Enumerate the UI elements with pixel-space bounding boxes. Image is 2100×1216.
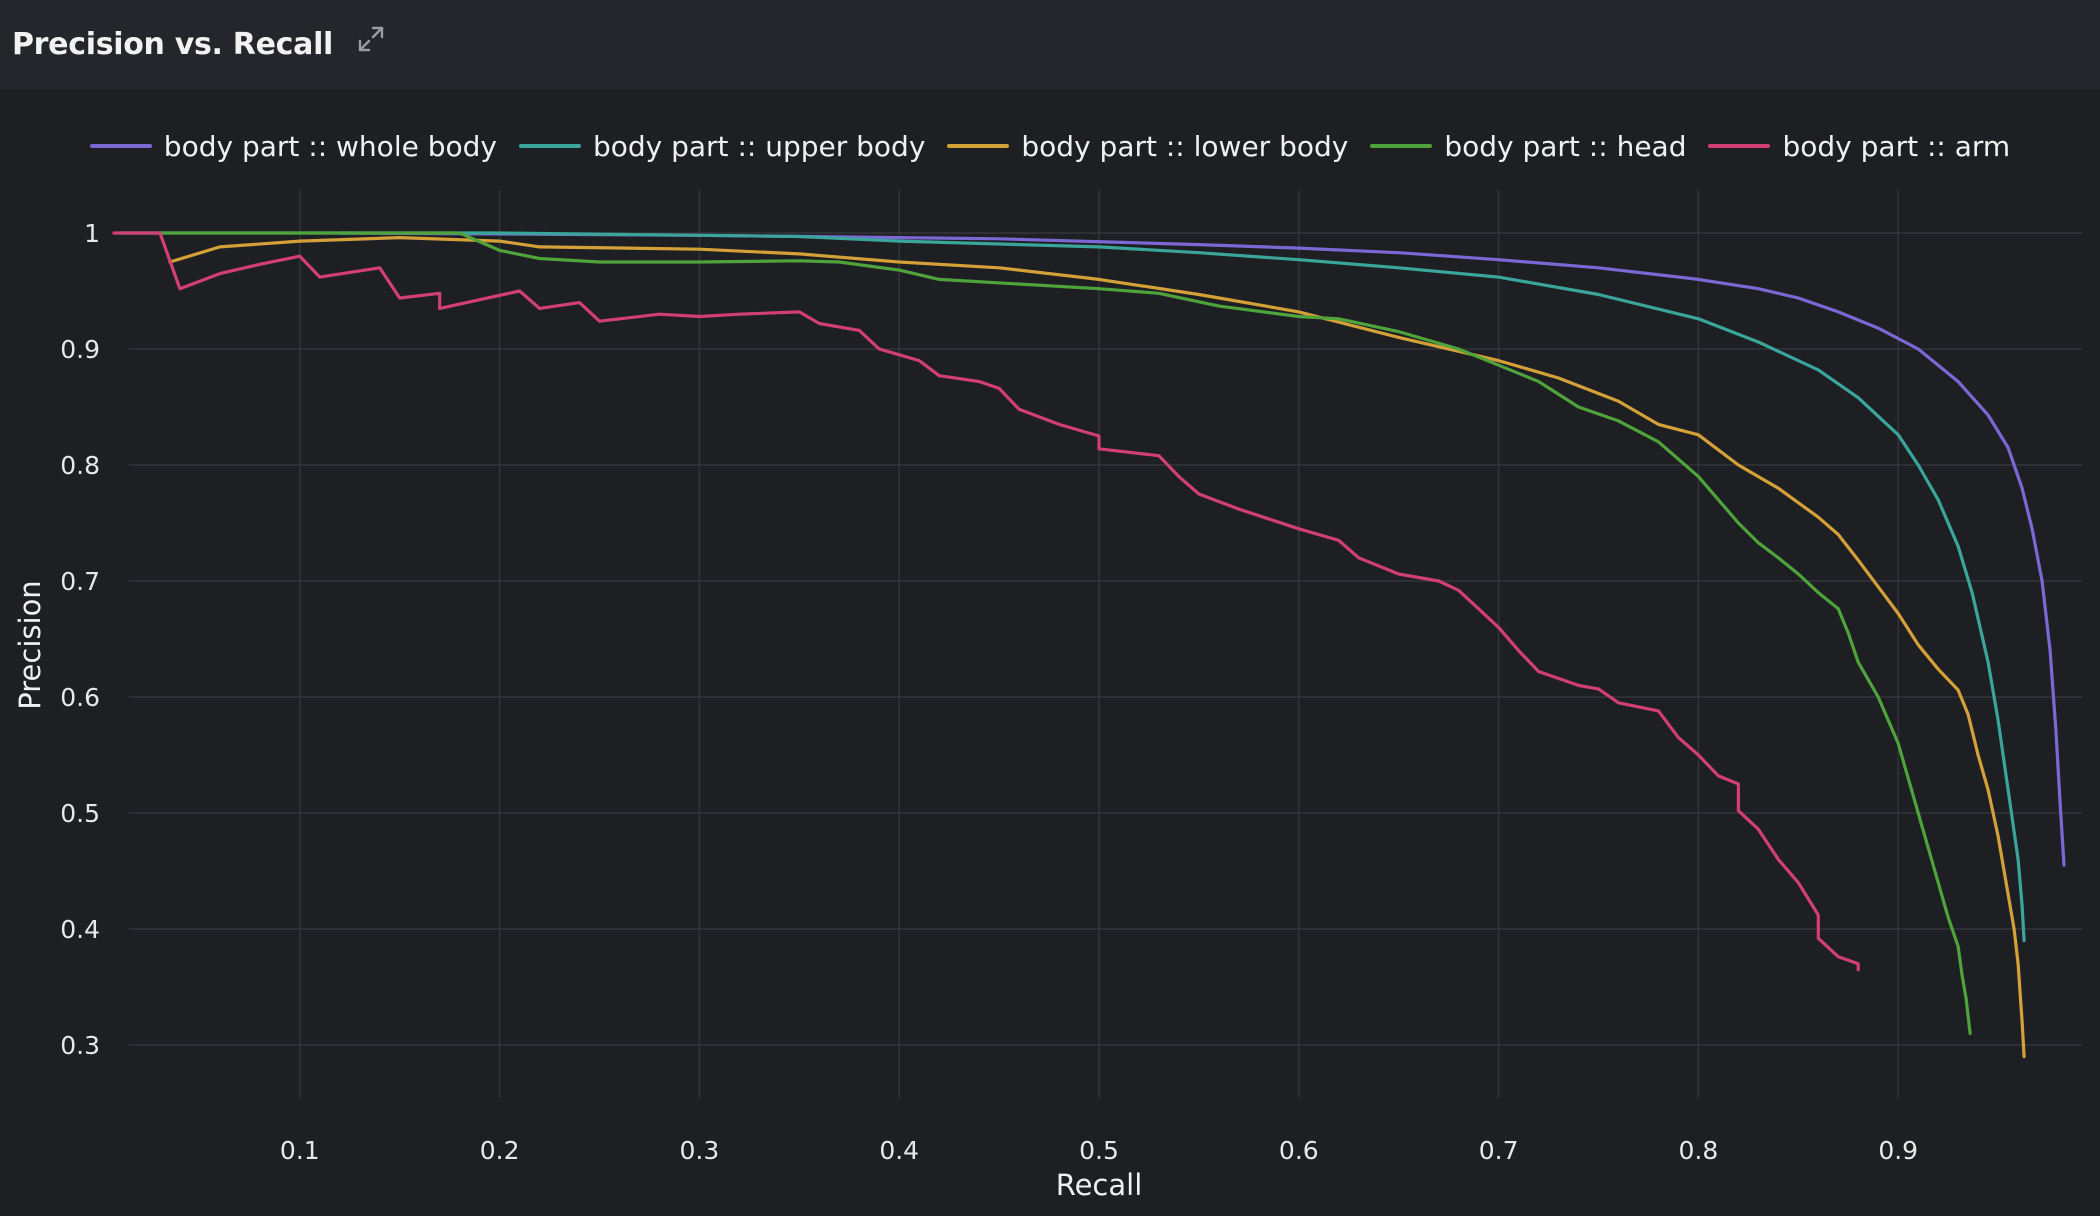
legend-item[interactable]: body part :: head [1370,130,1686,163]
x-tick-label: 0.9 [1878,1136,1918,1165]
legend-swatch [1370,144,1433,148]
y-tick-label: 0.7 [60,567,100,596]
legend-label: body part :: head [1444,129,1687,163]
x-axis-ticks: 0.1 0.2 0.3 0.4 0.5 0.6 0.7 0.8 0.9 [280,1136,1918,1165]
y-tick-label: 0.9 [60,335,100,364]
legend-label: body part :: upper body [592,129,926,163]
x-tick-label: 0.7 [1479,1136,1519,1165]
legend-swatch [1708,144,1771,148]
legend-item[interactable]: body part :: whole body [89,129,497,163]
y-tick-label: 0.3 [60,1031,100,1060]
series-line-1 [118,231,2026,943]
panel-header: Precision vs. Recall [0,0,2100,89]
x-tick-label: 0.5 [1079,1136,1119,1165]
y-tick-label: 1 [84,219,100,248]
series-line-2 [168,236,2026,1059]
legend-swatch [518,144,581,148]
legend-item[interactable]: body part :: arm [1708,130,2010,163]
y-axis-ticks: 0.3 0.4 0.5 0.6 0.7 0.8 0.9 1 [60,219,100,1060]
legend-swatch [947,144,1010,148]
series-lines [112,231,2066,1059]
legend-label: body part :: whole body [163,129,497,163]
legend-label: body part :: lower body [1021,129,1349,163]
chart-legend: body part :: whole body body part :: uppe… [0,126,2100,166]
legend-item[interactable]: body part :: lower body [947,130,1348,163]
expand-icon [358,26,384,52]
y-axis-label: Precision [13,580,47,709]
x-tick-label: 0.8 [1679,1136,1719,1165]
x-tick-label: 0.4 [879,1136,919,1165]
x-tick-label: 0.2 [480,1136,520,1165]
x-tick-label: 0.3 [680,1136,720,1165]
grid-lines [129,190,2082,1098]
y-tick-label: 0.8 [60,451,100,480]
page-title: Precision vs. Recall [12,27,334,62]
legend-swatch [89,144,152,148]
y-tick-label: 0.4 [60,915,100,944]
y-tick-label: 0.5 [60,799,100,828]
series-line-4 [112,231,1860,972]
x-axis-label: Recall [1056,1168,1143,1202]
series-line-3 [118,231,1972,1035]
expand-button[interactable] [352,20,390,58]
y-tick-label: 0.6 [60,683,100,712]
x-tick-label: 0.1 [280,1136,320,1165]
legend-item[interactable]: body part :: upper body [518,129,926,163]
chart-area [0,89,2100,1216]
x-tick-label: 0.6 [1279,1136,1319,1165]
legend-label: body part :: arm [1782,129,2011,163]
series-line-0 [338,231,2066,867]
